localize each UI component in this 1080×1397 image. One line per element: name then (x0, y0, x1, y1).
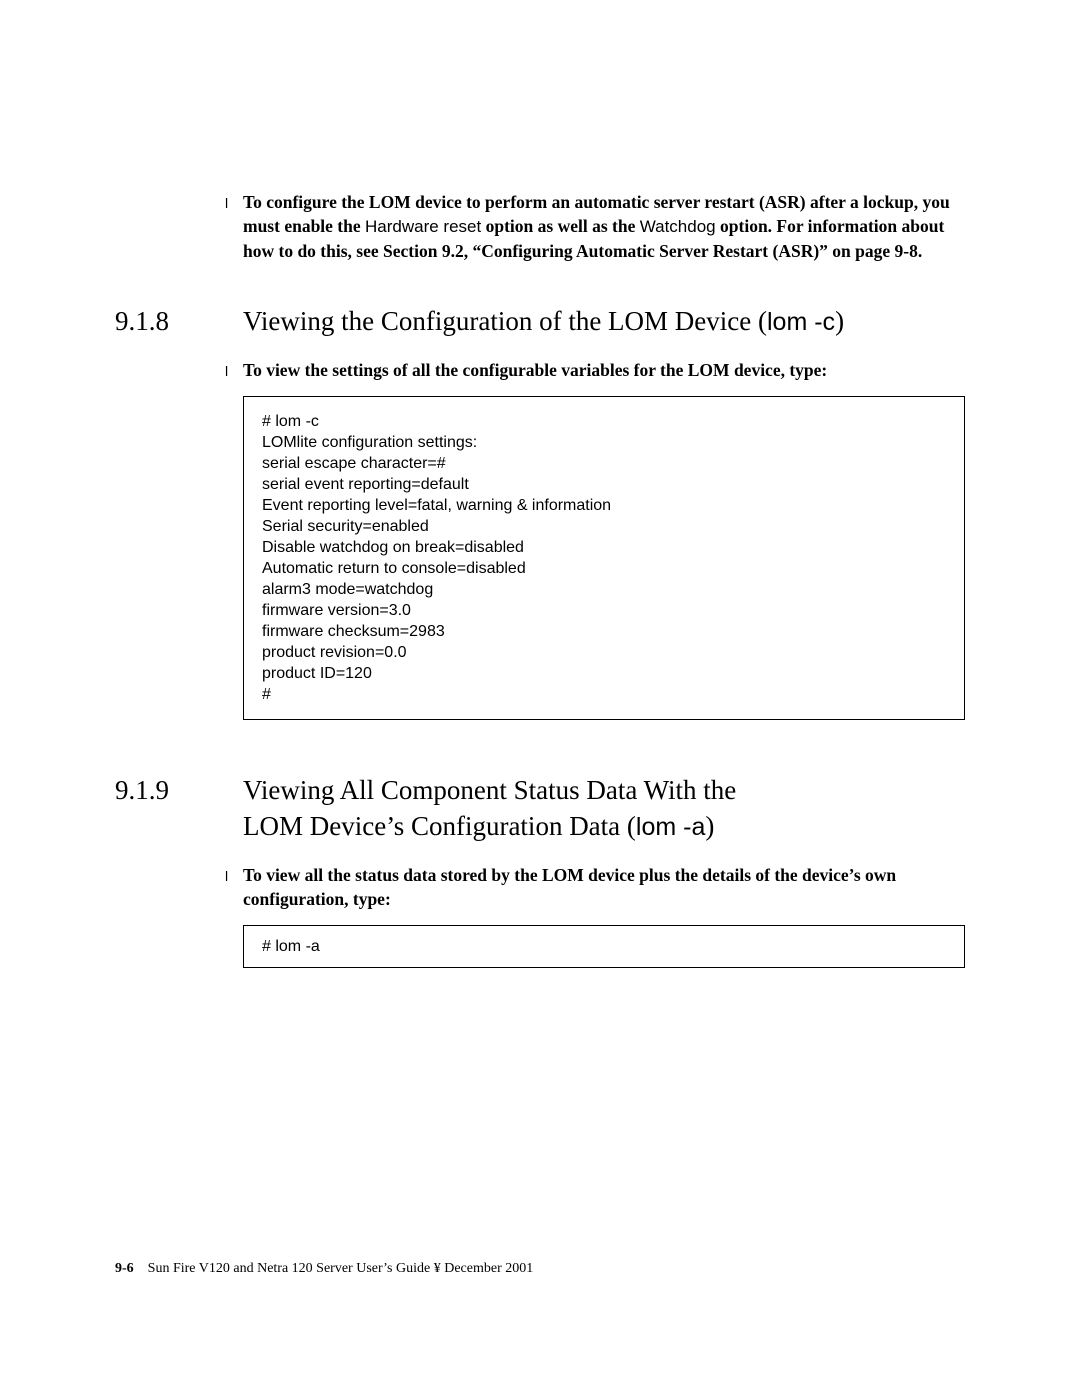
section-919-title: Viewing All Component Status Data With t… (243, 772, 965, 845)
bullet-marker: l (225, 863, 243, 887)
section-918-bullet-row: l To view the settings of all the config… (225, 358, 965, 382)
page: l To configure the LOM device to perform… (0, 0, 1080, 1397)
section-919-number: 9.1.9 (115, 772, 243, 845)
bullet-marker: l (225, 190, 243, 214)
intro-bullet-row: l To configure the LOM device to perform… (225, 190, 965, 263)
section-919-title-line2b: ) (705, 811, 714, 841)
section-919-title-line2a: LOM Device’s Configuration Data ( (243, 811, 636, 841)
section-918-codebox: # lom -c LOMlite configuration settings:… (243, 396, 965, 720)
section-919-body: l To view all the status data stored by … (225, 863, 965, 911)
section-919-bullet-row: l To view all the status data stored by … (225, 863, 965, 911)
intro-part-3: Watchdog (640, 217, 716, 236)
intro-part-1: Hardware reset (365, 217, 481, 236)
section-919-bullet-text: To view all the status data stored by th… (243, 863, 965, 911)
intro-block: l To configure the LOM device to perform… (225, 190, 965, 263)
section-919-title-mono: lom -a (636, 813, 705, 841)
section-918-title-close: ) (835, 306, 844, 336)
section-918-bullet-text: To view the settings of all the configur… (243, 358, 965, 382)
section-919-title-line1: Viewing All Component Status Data With t… (243, 775, 736, 805)
section-918-heading: 9.1.8 Viewing the Configuration of the L… (115, 303, 965, 340)
section-918-title-plain: Viewing the Configuration of the LOM Dev… (243, 306, 767, 336)
section-918-number: 9.1.8 (115, 303, 243, 340)
intro-text: To configure the LOM device to perform a… (243, 190, 965, 263)
footer-pagenum: 9-6 (115, 1261, 134, 1276)
section-918-title: Viewing the Configuration of the LOM Dev… (243, 303, 965, 340)
bullet-marker: l (225, 358, 243, 382)
page-footer: 9-6 Sun Fire V120 and Netra 120 Server Us… (115, 1261, 533, 1277)
section-919-heading: 9.1.9 Viewing All Component Status Data … (115, 772, 965, 845)
intro-part-2: option as well as the (481, 216, 639, 236)
section-919-codebox: # lom -a (243, 925, 965, 968)
section-918-body: l To view the settings of all the config… (225, 358, 965, 382)
section-918-title-mono: lom -c (767, 308, 835, 336)
footer-text: Sun Fire V120 and Netra 120 Server User’… (148, 1261, 534, 1276)
